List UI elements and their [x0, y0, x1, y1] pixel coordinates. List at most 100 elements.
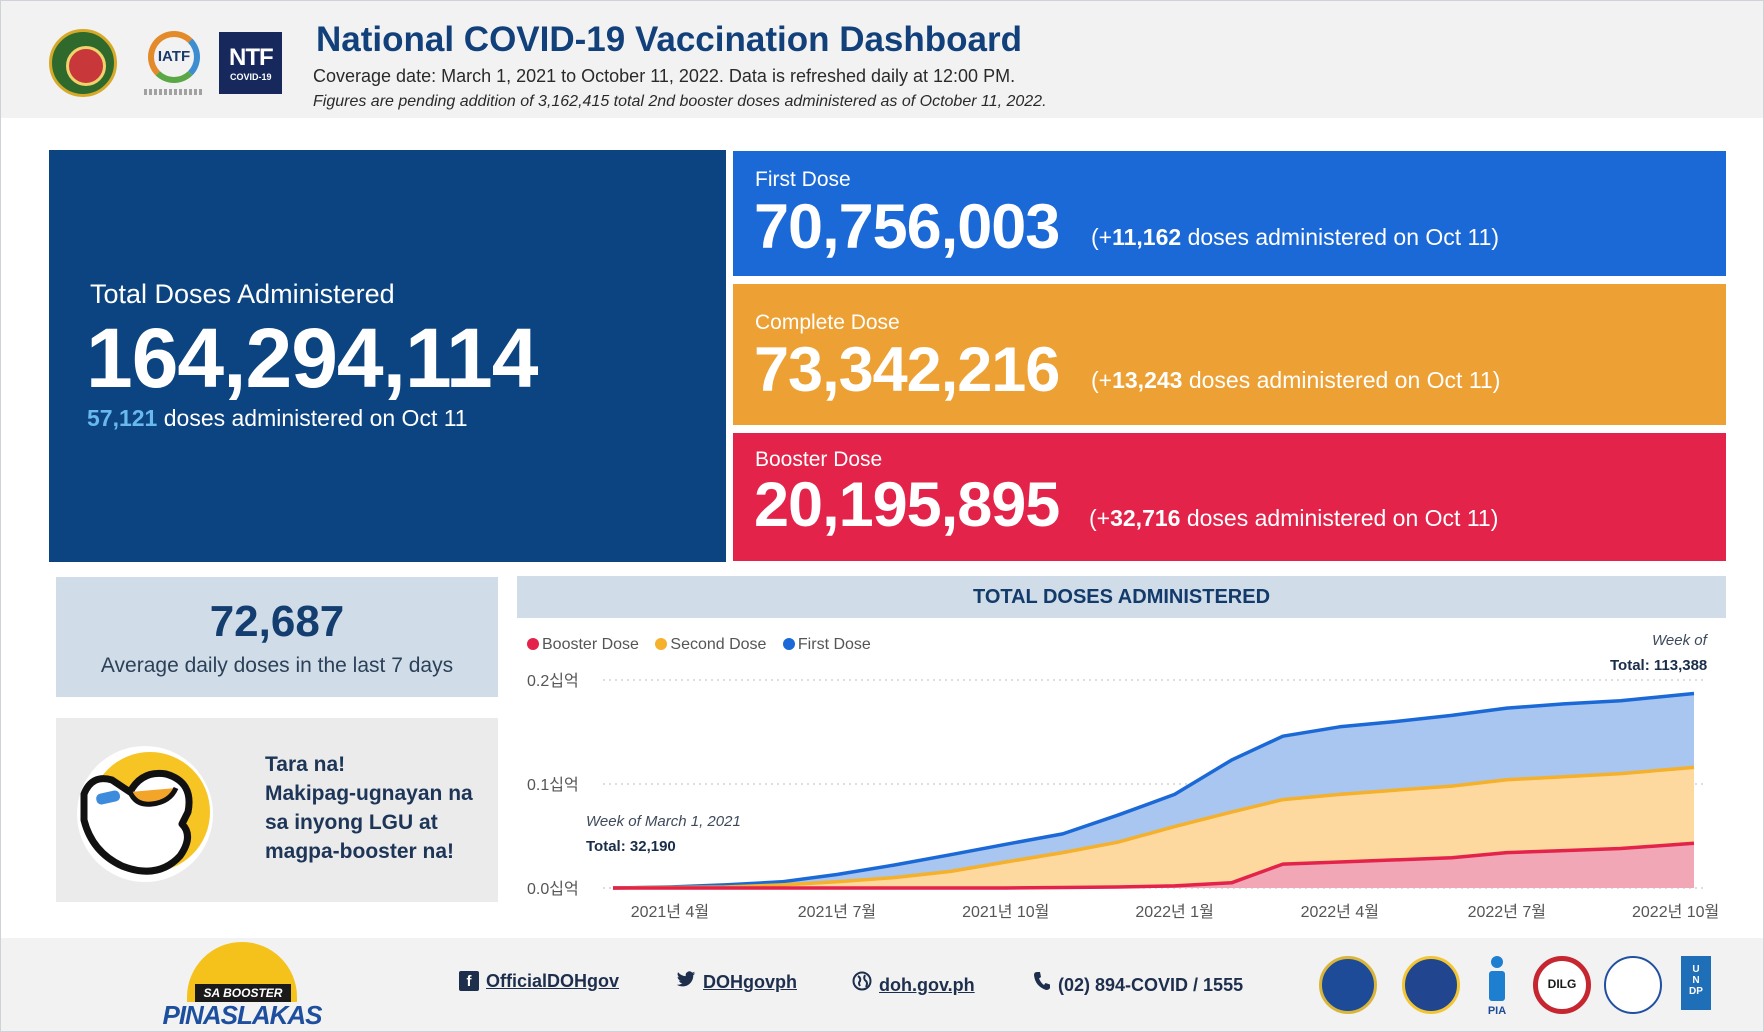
booster-promo-card: Tara na! Makipag-ugnayan na sa inyong LG… [56, 718, 498, 902]
legend-label-second: Second Dose [670, 636, 767, 653]
undp-logo-text: UNDP [1689, 964, 1703, 997]
first-dose-daily: (+11,162 doses administered on Oct 11) [1091, 224, 1499, 251]
doh-seal-icon [49, 29, 117, 97]
first-dose-daily-open: (+ [1091, 224, 1113, 250]
chart-annotation-end-week: Week of [1652, 632, 1707, 649]
coverage-date: Coverage date: March 1, 2021 to October … [313, 66, 1016, 86]
promo-text: Tara na! Makipag-ugnayan na sa inyong LG… [265, 750, 473, 866]
total-daily-value: 57,121 [87, 405, 158, 431]
website-link[interactable]: doh.gov.ph [852, 971, 975, 996]
pinaslakas-word: PINASLAKAS [162, 1000, 322, 1030]
complete-dose-daily: (+13,243 doses administered on Oct 11) [1091, 367, 1500, 394]
x-tick-label: 2021년 4월 [631, 903, 709, 921]
promo-line-4: magpa-booster na! [265, 840, 455, 863]
total-daily-line: 57,121 doses administered on Oct 11 [87, 405, 468, 432]
average-daily-label: Average daily doses in the last 7 days [100, 654, 454, 677]
series-area-booster-dose [613, 843, 1694, 888]
page-title: National COVID-19 Vaccination Dashboard [316, 20, 1022, 59]
legend-label-booster: Booster Dose [542, 636, 639, 653]
booster-dose-card: Booster Dose 20,195,895 (+32,716 doses a… [733, 433, 1726, 561]
promo-line-3: sa inyong LGU at [265, 811, 438, 834]
pinaslakas-logo-icon: SA BOOSTER PINASLAKAS [157, 942, 327, 1030]
legend-marker-booster [527, 638, 539, 650]
y-tick-label: 0.1십억 [527, 776, 579, 794]
chart-annotation-end-total: Total: 113,388 [1610, 657, 1708, 674]
phone-link-label: (02) 894-COVID / 1555 [1058, 975, 1244, 995]
doses-area-chart[interactable]: 0.0십억 0.1십억 0.2십억 2021년 4월 2021년 7월 2021년 10월… [517, 618, 1726, 923]
average-daily-card: 72,687 Average daily doses in the last 7… [56, 577, 498, 697]
complete-dose-daily-suffix: doses administered on Oct 11) [1182, 367, 1501, 393]
pcoo-seal-icon [1319, 956, 1377, 1014]
y-tick-label: 0.0십억 [527, 880, 579, 898]
series-line-second-dose [612, 765, 1695, 890]
series-line-first-dose [612, 691, 1695, 890]
dilg-seal-icon: DILG [1533, 956, 1591, 1014]
facebook-link[interactable]: f OfficialDOHgov [459, 971, 619, 992]
pinaslakas-tag: SA BOOSTER [195, 984, 291, 1002]
legend-item-first[interactable]: First Dose [782, 636, 877, 653]
twitter-link-label: DOHgovph [703, 972, 797, 992]
footer: SA BOOSTER PINASLAKAS f OfficialDOHgov DO… [1, 938, 1763, 1031]
facebook-icon: f [459, 971, 479, 991]
ntf-logo-subtext: COVID-19 [230, 72, 272, 82]
booster-dose-delta: 32,716 [1110, 505, 1181, 531]
chart-title: TOTAL DOSES ADMINISTERED [517, 576, 1726, 618]
iatf-ring [148, 31, 200, 83]
average-daily-value: 72,687 [209, 597, 345, 646]
total-doses-card: Total Doses Administered 164,294,114 57,… [49, 150, 726, 562]
complete-dose-value: 73,342,216 [754, 335, 1060, 405]
pia-logo-text: PIA [1488, 1005, 1506, 1017]
complete-dose-label: Complete Dose [755, 311, 900, 334]
x-tick-label: 2022년 10월 [1632, 903, 1719, 921]
chart-annotation-start-week: Week of March 1, 2021 [586, 813, 741, 830]
legend-marker-second [655, 638, 668, 650]
first-dose-card: First Dose 70,756,003 (+11,162 doses adm… [733, 151, 1726, 276]
phone-icon [1033, 971, 1051, 996]
booster-dose-label: Booster Dose [755, 448, 883, 471]
chart-legend: Booster Dose Second Dose First Dose [527, 636, 883, 654]
ntf-logo-icon: NTF COVID-19 [219, 32, 282, 94]
header: IATF NTF COVID-19 National COVID-19 Vacc… [1, 1, 1763, 118]
complete-dose-daily-open: (+ [1091, 367, 1113, 393]
booster-dose-value: 20,195,895 [754, 470, 1060, 540]
facebook-link-label: OfficialDOHgov [486, 971, 620, 991]
series-line-booster-dose [613, 841, 1695, 890]
x-tick-label: 2022년 7월 [1468, 903, 1546, 921]
undp-logo-icon: UNDP [1681, 956, 1711, 1010]
deped-seal-icon [1604, 956, 1662, 1014]
pending-note: Figures are pending addition of 3,162,41… [313, 93, 1047, 110]
website-link-label: doh.gov.ph [879, 975, 975, 995]
globe-icon [852, 971, 872, 996]
y-tick-label: 0.2십억 [527, 672, 579, 690]
x-tick-label: 2022년 1월 [1135, 903, 1213, 921]
twitter-link[interactable]: DOHgovph [676, 971, 797, 993]
legend-item-second[interactable]: Second Dose [655, 636, 772, 653]
legend-marker-first [782, 638, 795, 650]
total-doses-value: 164,294,114 [86, 311, 538, 405]
iatf-logo-icon: IATF [142, 29, 206, 99]
phone-link[interactable]: (02) 894-COVID / 1555 [1033, 971, 1243, 996]
iatf-logo-text: IATF [157, 48, 191, 65]
total-daily-suffix: doses administered on Oct 11 [157, 405, 468, 431]
pia-logo-graphic: PIA [1488, 956, 1506, 1017]
promo-line-1: Tara na! [265, 753, 346, 776]
x-tick-label: 2022년 4월 [1301, 903, 1379, 921]
ntf-logo-text: NTF [229, 44, 274, 71]
iatf-logo-subtext [144, 89, 204, 95]
legend-label-first: First Dose [797, 636, 871, 653]
total-doses-label: Total Doses Administered [90, 279, 395, 309]
x-tick-label: 2021년 7월 [798, 903, 876, 921]
x-tick-label: 2021년 10월 [962, 903, 1049, 921]
pbbm-seal-icon [1402, 956, 1460, 1014]
promo-line-2: Makipag-ugnayan na [265, 782, 473, 805]
first-dose-label: First Dose [755, 168, 851, 191]
first-dose-daily-suffix: doses administered on Oct 11) [1181, 224, 1500, 250]
first-dose-delta: 11,162 [1112, 224, 1182, 250]
flexed-arm-icon [77, 746, 213, 882]
booster-dose-daily-suffix: doses administered on Oct 11) [1180, 505, 1499, 531]
booster-dose-daily-open: (+ [1089, 505, 1111, 531]
twitter-icon [676, 971, 696, 993]
pia-logo-icon: PIA [1480, 956, 1514, 1017]
legend-item-booster[interactable]: Booster Dose [527, 636, 645, 653]
complete-dose-card: Complete Dose 73,342,216 (+13,243 doses … [733, 284, 1726, 425]
